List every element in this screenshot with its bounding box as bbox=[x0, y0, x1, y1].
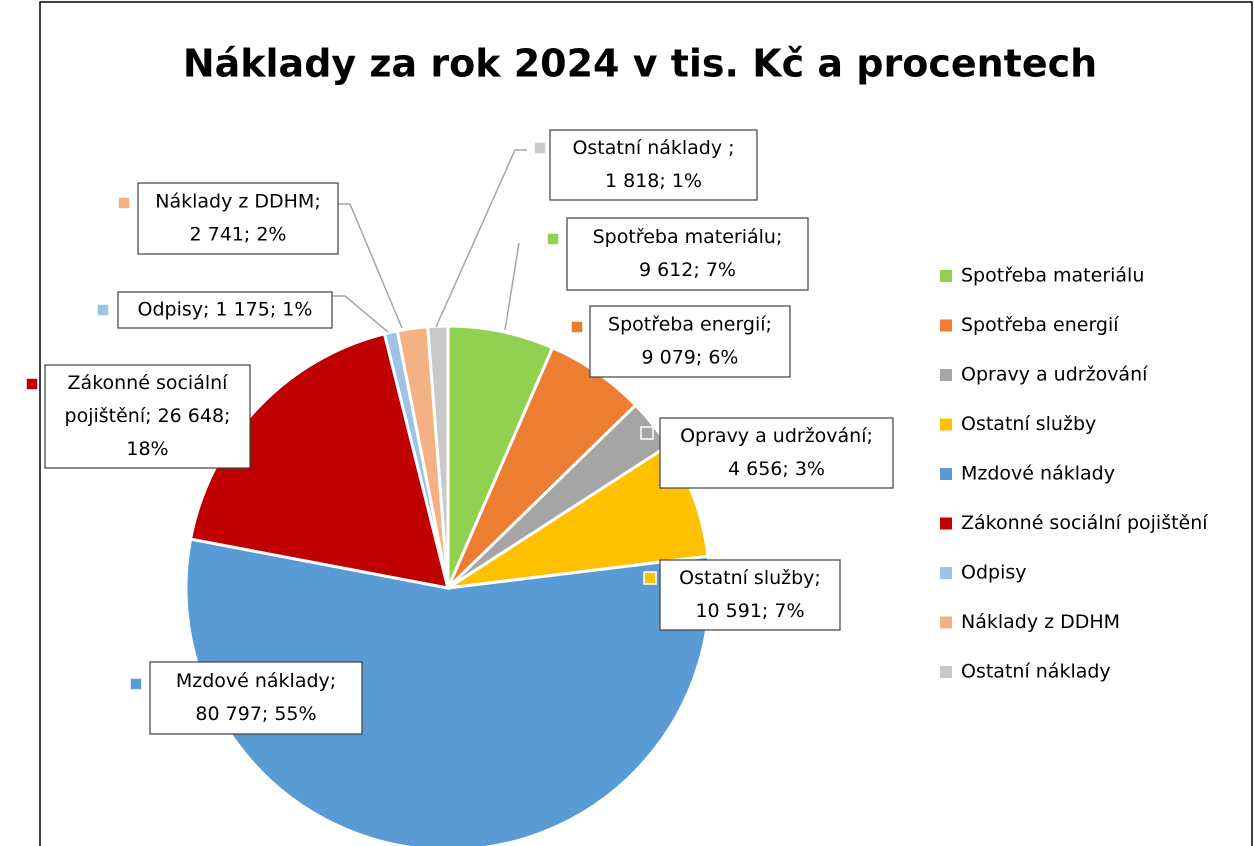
data-label: 10 591; 7% bbox=[695, 600, 804, 622]
data-label-marker bbox=[129, 677, 143, 691]
data-label: Zákonné sociální bbox=[68, 372, 229, 394]
data-label: Spotřeba energií; bbox=[608, 314, 772, 336]
data-label-box bbox=[659, 417, 894, 489]
data-label: Odpisy; 1 175; 1% bbox=[138, 299, 313, 321]
legend-marker bbox=[940, 468, 952, 480]
legend-marker bbox=[940, 666, 952, 678]
data-label: pojištění; 26 648; bbox=[65, 405, 231, 427]
data-label-box bbox=[137, 182, 339, 255]
legend-label: Spotřeba materiálu bbox=[961, 265, 1144, 287]
data-label-marker bbox=[25, 377, 39, 391]
leader-line bbox=[435, 149, 527, 328]
legend-label: Náklady z DDHM bbox=[961, 611, 1120, 633]
data-label-marker bbox=[640, 426, 654, 440]
data-label-marker bbox=[570, 320, 584, 334]
data-label-box bbox=[589, 305, 791, 378]
data-label-box bbox=[44, 364, 251, 469]
legend-label: Spotřeba energií bbox=[961, 314, 1119, 336]
data-label: Náklady z DDHM; bbox=[155, 191, 320, 213]
data-label-marker bbox=[643, 571, 657, 585]
data-label: Spotřeba materiálu; bbox=[593, 226, 783, 248]
pie-slice bbox=[426, 324, 450, 589]
legend-marker bbox=[940, 270, 952, 282]
legend-label: Ostatní náklady bbox=[961, 661, 1111, 683]
data-label-marker bbox=[546, 232, 560, 246]
data-label: Ostatní náklady ; bbox=[572, 137, 734, 159]
legend-marker bbox=[940, 517, 952, 530]
data-label-marker bbox=[533, 141, 547, 155]
legend-marker bbox=[940, 369, 952, 381]
data-label: 9 079; 6% bbox=[642, 347, 739, 369]
data-label-box bbox=[549, 129, 758, 201]
legend-label: Odpisy bbox=[961, 562, 1027, 584]
legend-marker bbox=[940, 616, 952, 629]
data-label: 9 612; 7% bbox=[639, 259, 736, 281]
legend-marker bbox=[940, 567, 952, 579]
data-label: 4 656; 3% bbox=[728, 458, 825, 480]
leader-line bbox=[504, 242, 520, 331]
data-label-box bbox=[566, 217, 809, 291]
chart-title: Náklady za rok 2024 v tis. Kč a procente… bbox=[183, 42, 1097, 86]
data-label: 2 741; 2% bbox=[190, 224, 287, 246]
data-label: Mzdové náklady; bbox=[176, 670, 336, 692]
data-label-marker bbox=[96, 303, 110, 317]
legend-label: Opravy a udržování bbox=[961, 364, 1148, 386]
pie-slice bbox=[188, 331, 451, 590]
data-label: Ostatní služby; bbox=[679, 567, 821, 589]
data-label-box bbox=[117, 291, 333, 329]
data-label-marker bbox=[117, 196, 131, 210]
data-label: Opravy a udržování; bbox=[680, 425, 873, 447]
data-label-box bbox=[659, 559, 841, 631]
legend-label: Ostatní služby bbox=[961, 413, 1096, 435]
legend-marker bbox=[940, 319, 952, 332]
leader-line bbox=[332, 295, 389, 333]
data-label-box bbox=[149, 661, 363, 735]
data-label: 1 818; 1% bbox=[605, 170, 702, 192]
data-label: 18% bbox=[126, 438, 168, 460]
legend-marker bbox=[940, 418, 952, 431]
legend-label: Zákonné sociální pojištění bbox=[961, 512, 1208, 534]
data-label: 80 797; 55% bbox=[195, 703, 316, 725]
legend-label: Mzdové náklady bbox=[961, 463, 1115, 485]
leader-line bbox=[338, 203, 403, 329]
